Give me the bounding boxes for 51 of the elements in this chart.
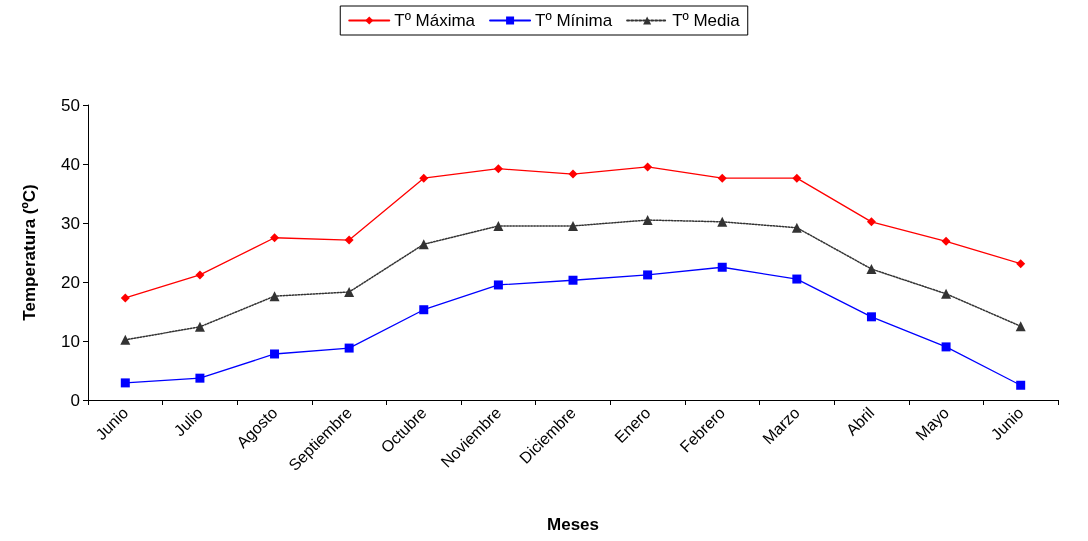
point: [792, 274, 802, 284]
point: [866, 312, 876, 322]
point: [941, 236, 951, 246]
y-tick-label: 0: [70, 390, 80, 410]
point: [642, 215, 653, 226]
point: [120, 334, 131, 345]
point: [568, 169, 578, 179]
point: [344, 343, 354, 353]
point: [419, 305, 429, 315]
point: [120, 378, 130, 388]
y-axis-title: Temperatura (ºC): [20, 184, 39, 321]
point: [418, 239, 429, 250]
legend-label: Tº Media: [672, 11, 741, 30]
point: [941, 342, 951, 352]
point: [493, 280, 503, 290]
point: [269, 291, 280, 302]
point: [568, 220, 578, 231]
point: [1016, 380, 1026, 390]
point: [270, 349, 280, 359]
point: [941, 288, 952, 299]
y-tick-label: 50: [61, 95, 80, 115]
point: [643, 270, 653, 280]
point: [866, 264, 877, 275]
x-tick-label: Julio: [170, 403, 207, 440]
point: [717, 262, 727, 272]
y-tick-label: 10: [61, 331, 80, 351]
point: [195, 270, 205, 280]
point: [493, 164, 503, 174]
point: [643, 162, 653, 172]
point: [195, 373, 205, 383]
point: [1015, 321, 1026, 332]
point: [493, 220, 504, 231]
x-axis-title: Meses: [547, 515, 599, 534]
legend-label: Tº Máxima: [394, 11, 476, 30]
point: [344, 235, 354, 245]
point: [419, 173, 429, 183]
point: [717, 173, 727, 183]
y-tick-label: 30: [61, 213, 80, 233]
point: [194, 321, 205, 332]
point: [344, 287, 355, 298]
y-tick-label: 40: [61, 154, 80, 174]
point: [270, 233, 280, 243]
point: [1016, 259, 1026, 269]
point: [791, 222, 802, 233]
point: [866, 217, 876, 227]
point: [120, 293, 130, 303]
point: [568, 275, 578, 285]
point: [717, 216, 728, 227]
y-tick-label: 20: [61, 272, 80, 292]
legend-label: Tº Mínima: [535, 11, 613, 30]
point: [792, 173, 802, 183]
